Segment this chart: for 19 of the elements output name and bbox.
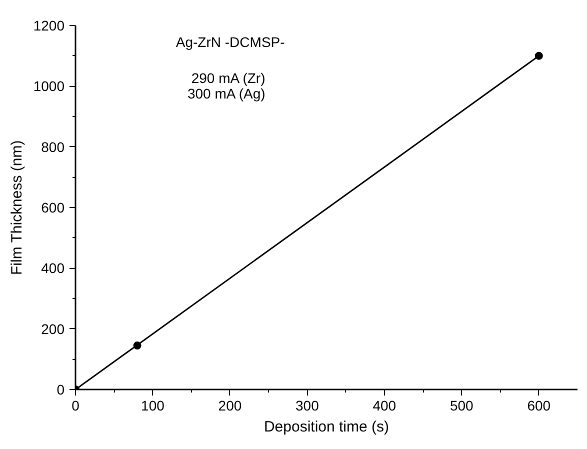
x-tick-label: 300 — [296, 398, 320, 414]
y-axis-title: Film Thickness (nm) — [8, 140, 26, 276]
x-axis-title: Deposition time (s) — [264, 418, 390, 436]
y-tick-label: 400 — [41, 260, 65, 276]
x-tick-label: 400 — [372, 398, 396, 414]
y-tick-label: 1200 — [33, 18, 65, 34]
y-tick-label: 200 — [41, 320, 65, 337]
annotation: 290 mA (Zr) — [191, 70, 266, 86]
annotation: 300 mA (Ag) — [187, 85, 266, 102]
x-tick-label: 200 — [218, 398, 242, 414]
y-tick-label: 1000 — [33, 78, 65, 94]
x-tick-label: 0 — [72, 398, 80, 414]
y-tick-label: 0 — [56, 382, 65, 398]
y-tick-label: 600 — [41, 200, 65, 216]
annotation: Ag-ZrN -DCMSP- — [176, 34, 286, 50]
y-tick-label: 800 — [41, 138, 65, 155]
x-tick-label: 500 — [450, 398, 474, 414]
x-tick-label: 600 — [527, 398, 551, 414]
x-tick-label: 100 — [141, 398, 165, 414]
